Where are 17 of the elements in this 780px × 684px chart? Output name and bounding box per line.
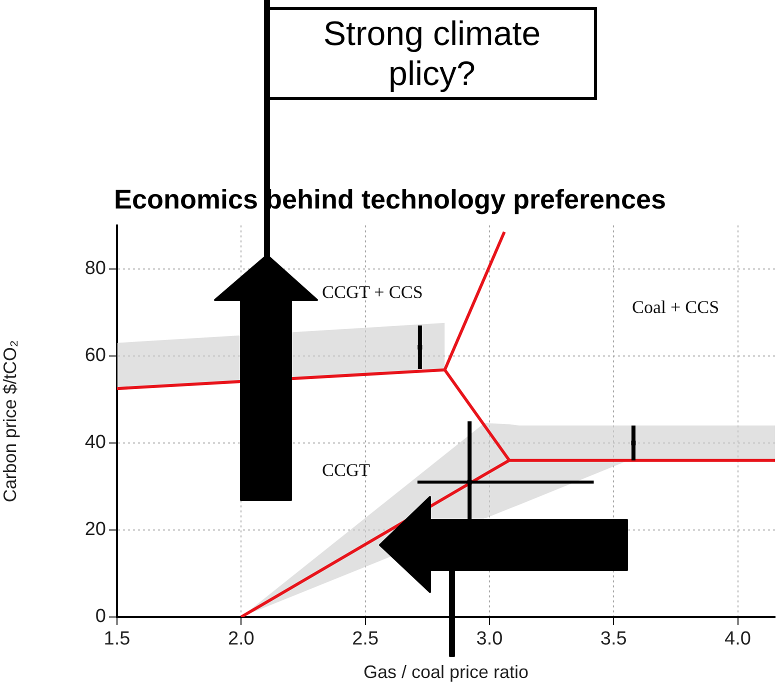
y-tick-label: 40 bbox=[84, 432, 106, 454]
annotation: CCGT bbox=[322, 459, 370, 481]
y-tick-label: 80 bbox=[84, 258, 106, 280]
x-tick-label: 1.5 bbox=[104, 628, 130, 650]
x-tick-label: 2.5 bbox=[352, 628, 379, 650]
y-tick-label: 60 bbox=[84, 345, 106, 366]
y-tick-label: 0 bbox=[95, 606, 106, 628]
x-tick-label: 4.0 bbox=[724, 628, 751, 650]
y-tick-label: 20 bbox=[84, 519, 106, 540]
x-axis-title: Gas / coal price ratio bbox=[363, 662, 529, 682]
y-axis-title: Carbon price $/tCO₂ bbox=[0, 340, 20, 502]
annotation: CCGT + CCS bbox=[322, 281, 423, 303]
annotation: Coal + CCS bbox=[632, 296, 720, 318]
x-tick-label: 3.5 bbox=[600, 628, 627, 650]
text: Strong climate plicy? bbox=[322, 14, 542, 94]
x-tick-label: 2.0 bbox=[228, 628, 254, 650]
x-tick-label: 3.0 bbox=[476, 628, 503, 650]
